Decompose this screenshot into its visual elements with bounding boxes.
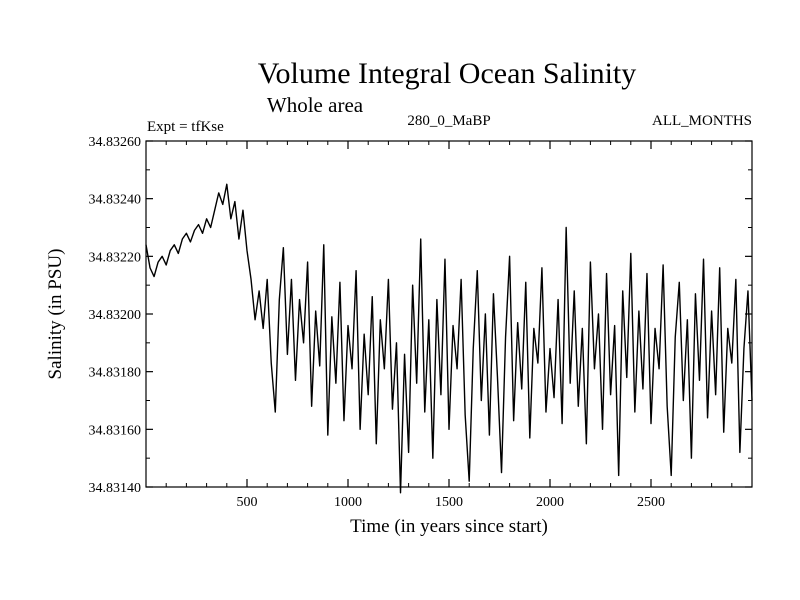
x-tick-label: 2500 (637, 495, 665, 510)
series-line-salinity (145, 183, 753, 494)
x-tick-label: 1500 (435, 495, 463, 510)
chart-title: Volume Integral Ocean Salinity (258, 57, 637, 90)
x-axis: 500 1000 1500 2000 2500 (165, 141, 733, 510)
x-tick-label: 2000 (536, 495, 564, 510)
experiment-label: Expt = tfKse (147, 119, 224, 135)
x-tick-label: 1000 (334, 495, 362, 510)
y-tick-label: 34.83160 (89, 423, 142, 438)
y-tick-label: 34.83260 (89, 135, 142, 150)
y-axis-label: Salinity (in PSU) (45, 249, 66, 380)
y-tick-label: 34.83240 (89, 193, 142, 208)
y-tick-label: 34.83200 (89, 308, 142, 323)
x-tick-label: 500 (237, 495, 258, 510)
months-label: ALL_MONTHS (652, 113, 752, 129)
series-layer (145, 183, 753, 494)
period-label: 280_0_MaBP (407, 113, 490, 129)
y-axis: 34.83140 34.83160 34.83180 34.83200 34.83220… (89, 135, 752, 496)
x-axis-label: Time (in years since start) (350, 516, 548, 537)
chart-subtitle: Whole area (267, 93, 364, 117)
y-tick-label: 34.83180 (89, 366, 142, 381)
y-tick-label: 34.83220 (89, 250, 142, 265)
y-tick-label: 34.83140 (89, 481, 142, 496)
